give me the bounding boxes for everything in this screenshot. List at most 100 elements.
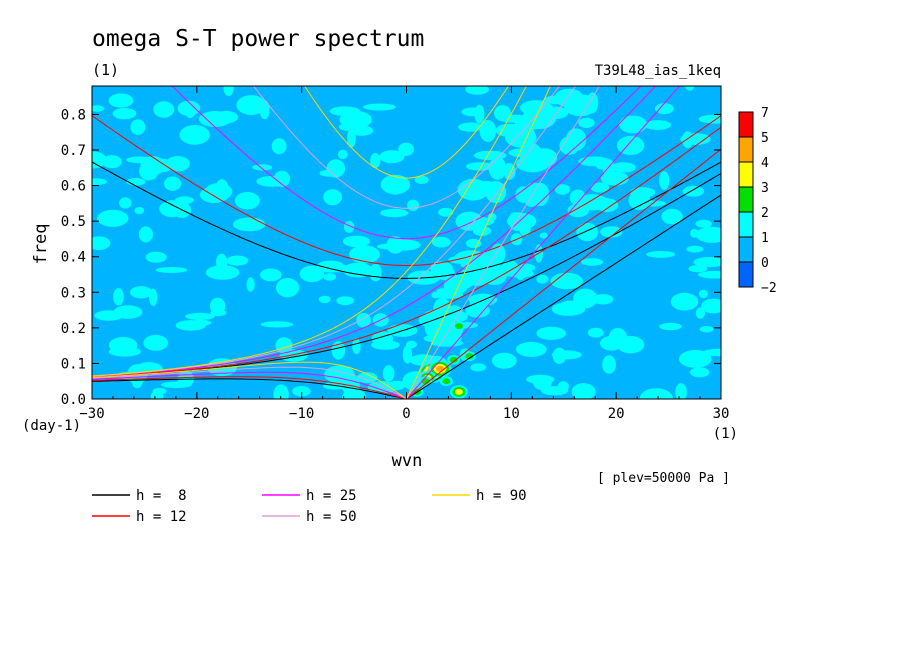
contour-patch bbox=[329, 106, 361, 116]
contour-patch bbox=[578, 117, 595, 128]
contour-patch bbox=[175, 196, 194, 204]
contour-patch bbox=[646, 251, 676, 258]
contour-patch bbox=[693, 257, 721, 268]
contour-patch bbox=[571, 383, 596, 399]
contour-patch bbox=[260, 321, 294, 328]
contour-patch bbox=[273, 384, 289, 399]
contour-patch bbox=[619, 115, 648, 134]
contour-patch bbox=[611, 162, 636, 173]
contour-patch bbox=[644, 120, 671, 130]
contour-patch bbox=[689, 367, 710, 378]
contour-patch bbox=[331, 341, 346, 360]
contour-patch bbox=[407, 199, 420, 211]
contour-patch bbox=[382, 365, 395, 382]
x-tick-label: 0 bbox=[402, 406, 410, 422]
contour-patch bbox=[616, 135, 645, 156]
contour-patch bbox=[323, 273, 337, 281]
contour-patch bbox=[92, 178, 107, 186]
contour-patch bbox=[92, 105, 105, 112]
dispersion-curves bbox=[92, 86, 721, 399]
contour-patch bbox=[292, 386, 311, 397]
inertia-gravity-curve bbox=[252, 86, 561, 209]
contour-patch bbox=[97, 209, 129, 227]
contour-patch bbox=[371, 340, 400, 350]
contour-patch bbox=[363, 103, 396, 111]
contour-patch bbox=[379, 150, 405, 164]
x-tick-label: 20 bbox=[608, 406, 625, 422]
rossby-wave-curve bbox=[92, 366, 407, 399]
axis-ticks: −30 −20 −10 0 10 20 30 0.0 0.1 0.2 0.3 0.4 0.5 0.6 0.7… bbox=[61, 86, 730, 422]
y-unit-label: (day-1) bbox=[22, 418, 81, 434]
colorbar-swatch bbox=[738, 161, 754, 188]
contour-patch bbox=[185, 102, 196, 119]
contour-patch bbox=[695, 219, 712, 228]
rossby-wave-curve bbox=[92, 378, 407, 399]
y-tick-label: 0.7 bbox=[61, 143, 86, 159]
contour-patch bbox=[131, 374, 143, 389]
colorbar-swatch bbox=[738, 236, 754, 263]
colorbar-label: 3 bbox=[761, 181, 769, 196]
contour-patch bbox=[539, 232, 548, 239]
kelvin-wave-curve bbox=[406, 86, 601, 399]
contour-patch bbox=[347, 128, 356, 148]
colorbar-swatch bbox=[738, 136, 754, 163]
contour-patch bbox=[659, 322, 682, 331]
contour-patch bbox=[515, 186, 533, 204]
contour-patch bbox=[210, 309, 227, 317]
contour-patch bbox=[590, 182, 610, 193]
contour-patch bbox=[236, 95, 266, 115]
mrg-wave-curve bbox=[92, 86, 528, 377]
contour-hotspot bbox=[454, 388, 463, 395]
contour-patch bbox=[688, 265, 708, 273]
contour-patch bbox=[102, 155, 122, 169]
inertia-gravity-curve bbox=[304, 86, 509, 179]
contour-patch bbox=[232, 217, 266, 232]
contour-patch bbox=[550, 272, 583, 290]
contour-patch bbox=[113, 288, 124, 306]
contour-patch bbox=[569, 189, 586, 206]
x-axis-label: wvn bbox=[392, 451, 423, 471]
legend-label: h = 12 bbox=[136, 509, 187, 525]
x-tick-label: 30 bbox=[713, 406, 730, 422]
contour-patch bbox=[600, 335, 623, 351]
mrg-wave-curve bbox=[92, 86, 657, 378]
mrg-wave-curve bbox=[92, 126, 721, 378]
contour-patch bbox=[376, 243, 408, 250]
contour-patch bbox=[143, 334, 169, 351]
plot-area: −30 −20 −10 0 10 20 30 0.0 0.1 0.2 0.3 0.4 0.5 0.6 0.7… bbox=[61, 85, 730, 422]
contour-patch bbox=[670, 292, 699, 311]
contour-patch bbox=[536, 326, 566, 340]
inertia-gravity-curve bbox=[92, 115, 721, 266]
contour-patch bbox=[474, 104, 485, 124]
colorbar-label: 0 bbox=[761, 256, 769, 271]
contour-patch bbox=[602, 355, 616, 374]
contour-patch bbox=[129, 286, 153, 299]
contour-patch bbox=[130, 119, 146, 135]
contour-patch bbox=[685, 86, 695, 91]
contour-patch bbox=[491, 352, 517, 369]
contour-patch bbox=[246, 277, 255, 292]
contour-patch bbox=[540, 386, 569, 396]
contour-patch bbox=[318, 295, 331, 304]
contour-patch bbox=[342, 235, 370, 247]
contour-patches bbox=[92, 86, 721, 399]
contour-patch bbox=[616, 336, 645, 354]
rossby-wave-curve bbox=[92, 376, 407, 399]
contour-patch bbox=[226, 255, 249, 266]
contour-patch bbox=[370, 153, 381, 169]
contour-patch bbox=[342, 262, 373, 278]
contour-patch bbox=[204, 183, 233, 201]
x-tick-label: −10 bbox=[289, 406, 314, 422]
contour-patch bbox=[438, 207, 454, 217]
contour-patch bbox=[465, 86, 489, 95]
contour-patch bbox=[252, 164, 273, 171]
contour-patch bbox=[466, 162, 495, 171]
inertia-gravity-curve bbox=[92, 161, 721, 279]
contour-patch bbox=[551, 302, 586, 316]
contour-patch bbox=[543, 95, 573, 105]
contour-hotspot bbox=[436, 365, 444, 372]
contour-patch bbox=[388, 380, 406, 391]
contour-patch bbox=[552, 347, 567, 364]
colorbar-label: 1 bbox=[761, 231, 769, 246]
